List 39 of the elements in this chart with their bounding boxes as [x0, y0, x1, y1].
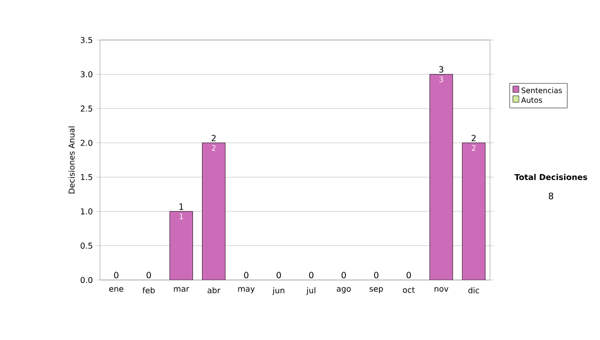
- x-tick-label: abr: [208, 287, 220, 294]
- x-tick-label: oct: [402, 287, 415, 293]
- y-tick-label: 3.5: [80, 36, 92, 44]
- x-tick-label: dic: [468, 287, 480, 294]
- bar: [202, 142, 226, 280]
- total-label: 0: [276, 272, 281, 278]
- y-tick-label: 0.0: [80, 276, 92, 284]
- y-tick-label: 0.5: [80, 242, 92, 249]
- x-tick-label: sep: [370, 287, 383, 294]
- bar: [170, 211, 193, 280]
- bar: [462, 142, 486, 280]
- x-tick-label: may: [238, 287, 255, 294]
- x-tick-label: nov: [434, 287, 448, 292]
- total-label: 0: [146, 272, 151, 278]
- text: Total Decisiones: [514, 174, 588, 180]
- y-tick-label: 2.0: [80, 140, 92, 146]
- x-tick-label: feb: [142, 287, 155, 294]
- x-tick-label: jul: [306, 287, 316, 295]
- bar: [430, 74, 453, 280]
- total-label: 3: [439, 66, 444, 73]
- y-tick-label: 1.5: [81, 174, 92, 180]
- total-label: 2: [472, 134, 476, 142]
- y-tick-label: 2.5: [80, 106, 92, 112]
- x-tick-label: ene: [109, 287, 124, 292]
- total-label: 1: [179, 204, 184, 210]
- total-label: 0: [374, 272, 378, 278]
- total-label: 0: [114, 272, 118, 278]
- total-label: 2: [212, 134, 216, 142]
- x-tick-label: mar: [174, 287, 190, 292]
- y-tick-label: 1.0: [81, 208, 92, 214]
- text: 8: [548, 192, 554, 200]
- x-tick-label: ago: [336, 287, 351, 294]
- y-axis-title: Decisiones Anual: [68, 126, 75, 194]
- y-tick-label: 3.0: [80, 71, 92, 78]
- total-label: 0: [406, 272, 411, 278]
- total-label: 0: [244, 272, 248, 278]
- total-label: 0: [309, 272, 314, 278]
- total-label: 0: [342, 272, 346, 278]
- x-tick-label: jun: [272, 287, 284, 295]
